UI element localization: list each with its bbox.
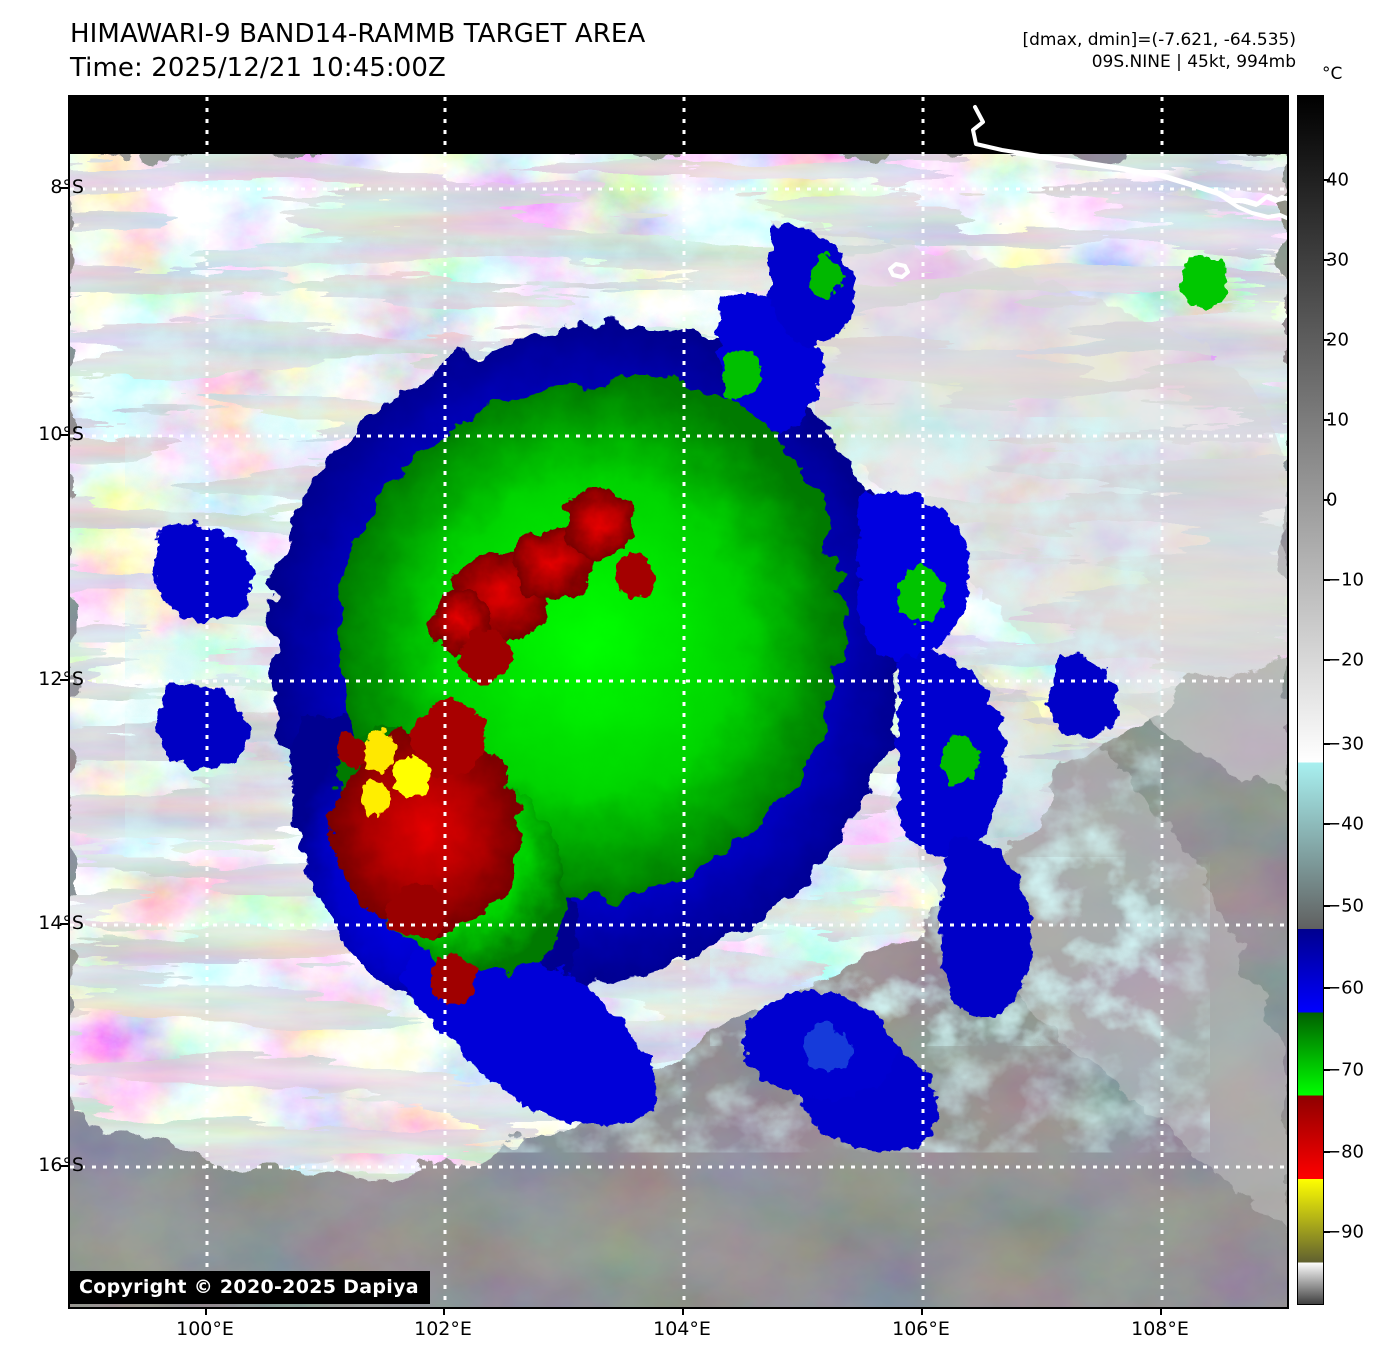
title-line-product: HIMAWARI-9 BAND14-RAMMB TARGET AREA bbox=[70, 19, 646, 49]
x-tick-mark bbox=[921, 1307, 923, 1315]
x-tick-mark bbox=[443, 1307, 445, 1315]
x-tick-label: 100°E bbox=[176, 1318, 234, 1340]
colorbar-tick-label: 0 bbox=[1326, 489, 1338, 511]
x-tick-label: 104°E bbox=[653, 1318, 711, 1340]
y-tick-mark bbox=[60, 679, 68, 681]
data-range-label: [dmax, dmin]=(-7.621, -64.535) bbox=[1022, 30, 1297, 50]
x-tick-label: 106°E bbox=[892, 1318, 950, 1340]
colorbar-tick-label: 40 bbox=[1326, 169, 1349, 191]
missing-data-band bbox=[70, 97, 1287, 154]
colorbar-tick-label: −50 bbox=[1326, 895, 1364, 917]
colorbar-tick-label: −20 bbox=[1326, 649, 1364, 671]
colorbar-tick-label: −40 bbox=[1326, 813, 1364, 835]
colorbar-unit-label: °C bbox=[1322, 64, 1343, 84]
colorbar-tick-label: −60 bbox=[1326, 977, 1364, 999]
colorbar-tick-label: −90 bbox=[1326, 1221, 1364, 1243]
colorbar-tick-label: −80 bbox=[1326, 1141, 1364, 1163]
storm-info-label: 09S.NINE | 45kt, 994mb bbox=[1091, 51, 1296, 72]
x-tick-label: 108°E bbox=[1131, 1318, 1189, 1340]
colorbar-tick-label: 10 bbox=[1326, 409, 1349, 431]
copyright-watermark: Copyright © 2020-2025 Dapiya bbox=[68, 1271, 430, 1304]
colorbar[interactable] bbox=[1297, 95, 1324, 1305]
metadata-block: [dmax, dmin]=(-7.621, -64.535) 09S.NINE … bbox=[1023, 30, 1297, 74]
colorbar-tick-label: −10 bbox=[1326, 569, 1364, 591]
colorbar-tick-label: −70 bbox=[1326, 1059, 1364, 1081]
y-tick-mark bbox=[60, 434, 68, 436]
colorbar-gradient bbox=[1298, 96, 1323, 1304]
x-tick-mark bbox=[682, 1307, 684, 1315]
grid-icon bbox=[70, 97, 1287, 1307]
title-line-time: Time: 2025/12/21 10:45:00Z bbox=[70, 52, 446, 83]
y-tick-mark bbox=[60, 923, 68, 925]
x-tick-label: 102°E bbox=[414, 1318, 472, 1340]
colorbar-tick-label: 20 bbox=[1326, 329, 1349, 351]
y-tick-mark bbox=[60, 187, 68, 189]
x-tick-mark bbox=[1160, 1307, 1162, 1315]
colorbar-tick-label: −30 bbox=[1326, 733, 1364, 755]
y-tick-mark bbox=[60, 1165, 68, 1167]
page-title: HIMAWARI-9 BAND14-RAMMB TARGET AREA Time… bbox=[70, 18, 645, 86]
satellite-imagery bbox=[70, 97, 1287, 1307]
x-tick-mark bbox=[205, 1307, 207, 1315]
map-plot-area[interactable] bbox=[68, 95, 1289, 1309]
colorbar-tick-label: 30 bbox=[1326, 249, 1349, 271]
